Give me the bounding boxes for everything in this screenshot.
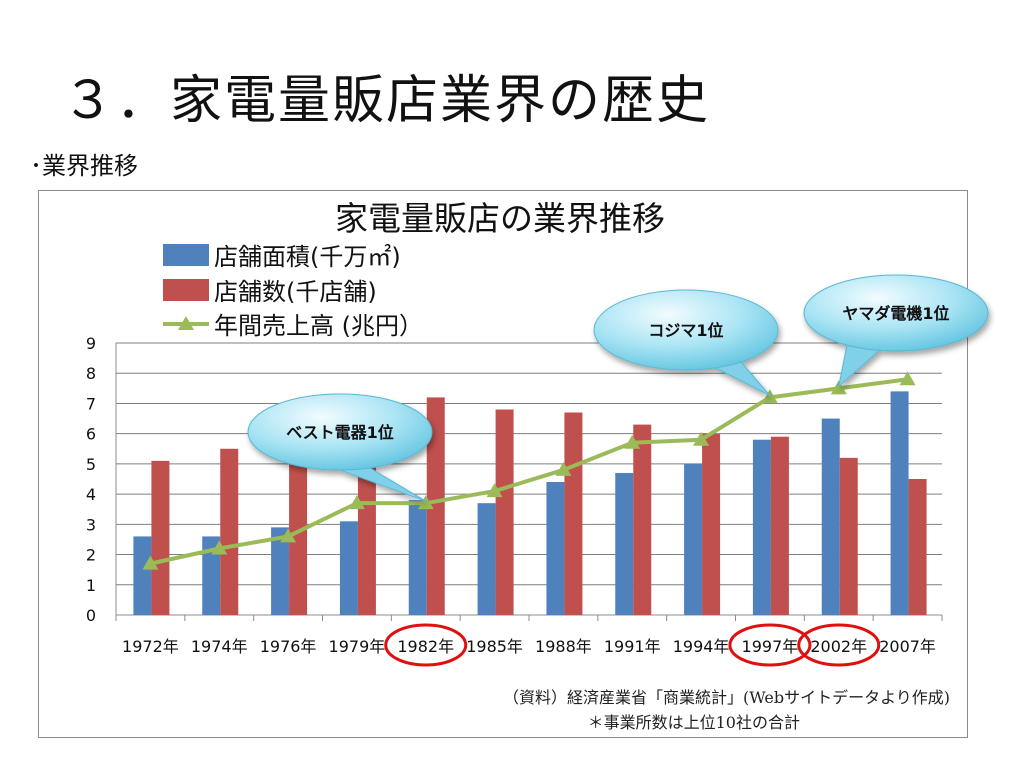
callout-label: ヤマダ電機1位 [842, 304, 949, 323]
callout-body [593, 289, 779, 371]
year-highlight-circle [728, 623, 812, 667]
y-tick-label: 0 [86, 606, 96, 625]
x-tick-label: 2002年 [810, 637, 867, 656]
bar-floor-area [271, 527, 290, 615]
bar-floor-area [684, 463, 703, 615]
sales-point [555, 461, 572, 476]
x-tick-label: 1985年 [466, 637, 523, 656]
x-tick-label: 1974年 [191, 637, 248, 656]
bar-store-count [839, 457, 858, 615]
y-tick-label: 9 [86, 334, 96, 353]
sales-point [761, 389, 778, 404]
section-label: ･業界推移 [30, 152, 138, 180]
x-tick-label: 2007年 [879, 637, 936, 656]
legend-swatch-floor-area [163, 244, 209, 266]
bar-floor-area [615, 472, 634, 615]
x-tick-label: 1994年 [673, 637, 730, 656]
sales-point [830, 380, 847, 395]
year-highlight-circle [384, 623, 468, 667]
bar-store-count [702, 433, 721, 615]
legend-swatch-store-count [163, 279, 209, 301]
sales-point [486, 483, 503, 498]
bar-store-count [633, 424, 652, 615]
y-tick-label: 6 [86, 425, 96, 444]
sales-point [280, 528, 297, 543]
x-tick-label: 1972年 [122, 637, 179, 656]
x-tick-label: 1982年 [397, 637, 454, 656]
x-tick-label: 1976年 [260, 637, 317, 656]
y-tick-label: 5 [86, 455, 96, 474]
y-axis: 0 1 2 3 4 5 6 7 8 9 [86, 334, 117, 625]
bar-floor-area [202, 536, 221, 615]
legend-label-floor-area: 店舗面積(千万㎡) [214, 243, 401, 271]
year-highlights [384, 623, 881, 667]
sales-point [624, 434, 641, 449]
callout-label: ベスト電器1位 [286, 423, 393, 442]
bar-store-count [426, 397, 445, 615]
bar-store-count [564, 412, 583, 615]
bar-floor-area [821, 418, 840, 615]
bar-floor-area [133, 536, 152, 615]
source-note: （資料）経済産業省「商業統計」(Webサイトデータより作成) [503, 688, 950, 707]
bar-floor-area [890, 391, 909, 615]
year-highlight-circle [797, 623, 881, 667]
y-tick-label: 7 [86, 394, 96, 413]
callout-bubble [247, 393, 433, 502]
x-tick-label: 1991年 [604, 637, 661, 656]
y-tick-label: 2 [86, 546, 96, 565]
callout-label: コジマ1位 [648, 321, 723, 340]
sales-point [899, 371, 916, 386]
callout-body [803, 274, 989, 352]
bar-store-count [220, 448, 239, 615]
sales-line-path [149, 377, 908, 566]
y-tick-label: 4 [86, 485, 96, 504]
callout-bubble [803, 274, 989, 388]
legend-label-sales: 年間売上高 (兆円） [214, 312, 423, 340]
y-tick-label: 3 [86, 515, 96, 534]
sales-point [417, 495, 434, 510]
sales-point [348, 495, 365, 510]
bar-floor-area [477, 503, 496, 615]
bar-store-count [357, 460, 376, 615]
chart-title: 家電量販店の業界推移 [335, 199, 665, 238]
y-tick-label: 8 [86, 364, 96, 383]
sales-point [693, 431, 710, 446]
callout-bubble [593, 289, 779, 396]
chart-legend: 店舗面積(千万㎡) 店舗数(千店舗) 年間売上高 (兆円） [163, 243, 423, 340]
sales-line [142, 371, 916, 570]
bar-floor-area [752, 439, 771, 615]
sales-point [211, 540, 228, 555]
legend-label-store-count: 店舗数(千店舗) [214, 278, 377, 306]
bar-floor-area [408, 500, 427, 615]
x-axis: 1972年 1974年 1976年 1979年 1982年 1985年 1988年 1991年… [115, 615, 943, 656]
y-tick-label: 1 [86, 576, 96, 595]
chart-bars [133, 391, 927, 615]
bar-store-count [770, 436, 789, 615]
bar-store-count [289, 460, 308, 615]
bar-store-count [151, 460, 170, 615]
bar-store-count [495, 409, 514, 615]
callout-body [247, 393, 433, 471]
x-tick-label: 1997年 [742, 637, 799, 656]
bar-floor-area [339, 521, 358, 615]
bar-floor-area [546, 482, 565, 615]
x-tick-label: 1988年 [535, 637, 592, 656]
legend-marker-sales [178, 316, 194, 330]
slide-title: ３．家電量販店業界の歴史 [62, 71, 711, 131]
x-tick-label: 1979年 [329, 637, 386, 656]
chart-callouts: ベスト電器1位 コジマ1位 ヤマダ電機1位 [247, 274, 989, 502]
bar-store-count [908, 479, 927, 615]
footnote: ＊事業所数は上位10社の合計 [588, 713, 800, 732]
sales-point [142, 555, 159, 570]
